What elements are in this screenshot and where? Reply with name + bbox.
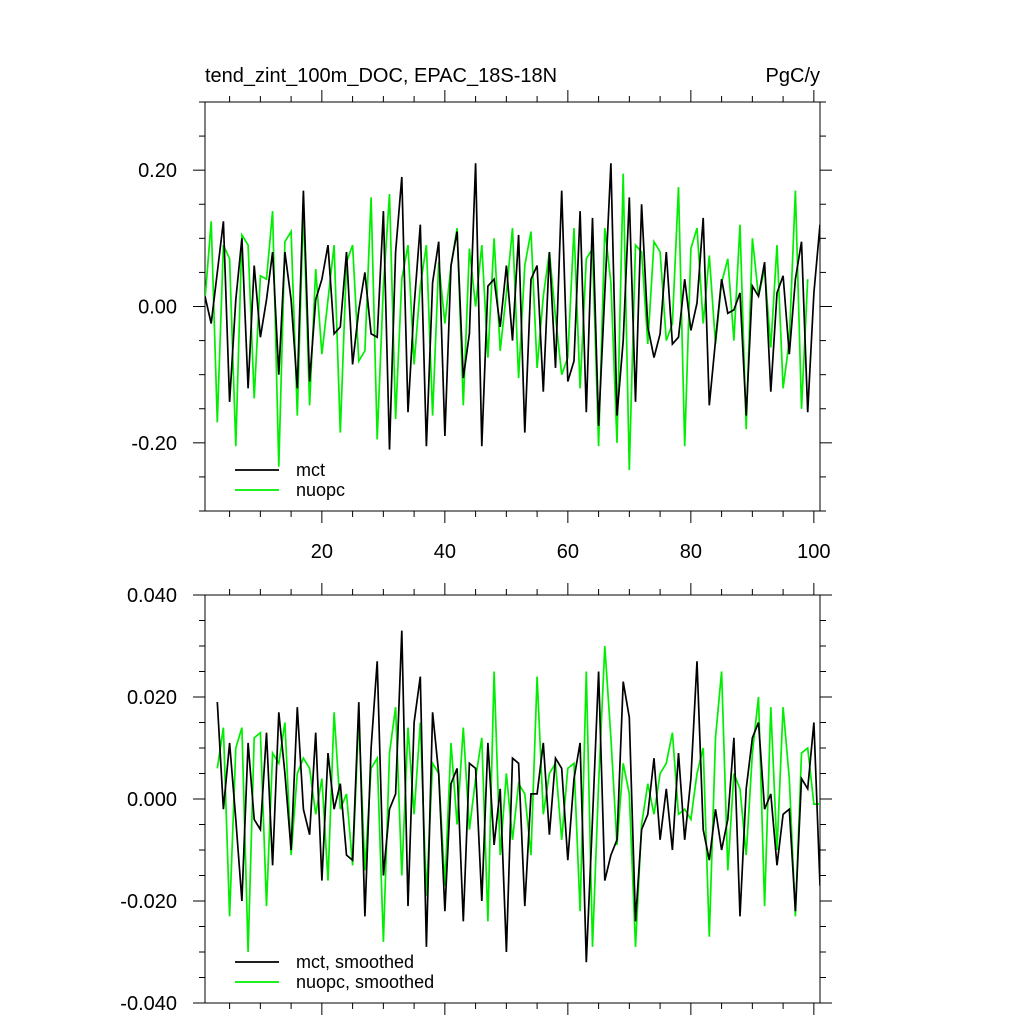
y-tick-label: 0.020 — [127, 687, 177, 709]
series-line-mct — [205, 163, 820, 450]
series-line-mct-smoothed — [216, 630, 820, 963]
bottom-panel: 0.040 0.020 0.000 -0.020 -0.040 mct, smoothe… — [120, 583, 832, 1015]
top-panel-title: tend_zint_100m_DOC, EPAC_18S-18N — [205, 65, 557, 87]
y-tick-label: -0.020 — [120, 891, 177, 913]
legend-label: mct — [296, 460, 325, 480]
x-tick-label: 60 — [557, 541, 579, 563]
x-tick-label: 40 — [434, 541, 456, 563]
legend-label: nuopc, smoothed — [296, 972, 434, 992]
y-tick-label: 0.040 — [127, 585, 177, 607]
top-panel-units: PgC/y — [766, 65, 820, 87]
x-tick-label: 20 — [311, 541, 333, 563]
y-tick-label: 0.00 — [138, 297, 177, 319]
bottom-panel-plot-area: 0.040 0.020 0.000 -0.020 -0.040 — [120, 583, 832, 1015]
legend-label: mct, smoothed — [296, 952, 414, 972]
x-tick-label: 100 — [797, 541, 830, 563]
series-line-nuopc-smoothed — [216, 645, 820, 953]
x-tick-label: 80 — [680, 541, 702, 563]
legend-label: nuopc — [296, 480, 345, 500]
y-tick-label: 0.20 — [138, 160, 177, 182]
top-panel-plot-area: 0.20 0.00 -0.20 20 40 60 80 100 — [131, 90, 832, 563]
y-tick-label: -0.040 — [120, 993, 177, 1015]
y-tick-label: -0.20 — [131, 433, 177, 455]
top-panel: tend_zint_100m_DOC, EPAC_18S-18N PgC/y 0… — [131, 65, 832, 563]
y-tick-label: 0.000 — [127, 789, 177, 811]
